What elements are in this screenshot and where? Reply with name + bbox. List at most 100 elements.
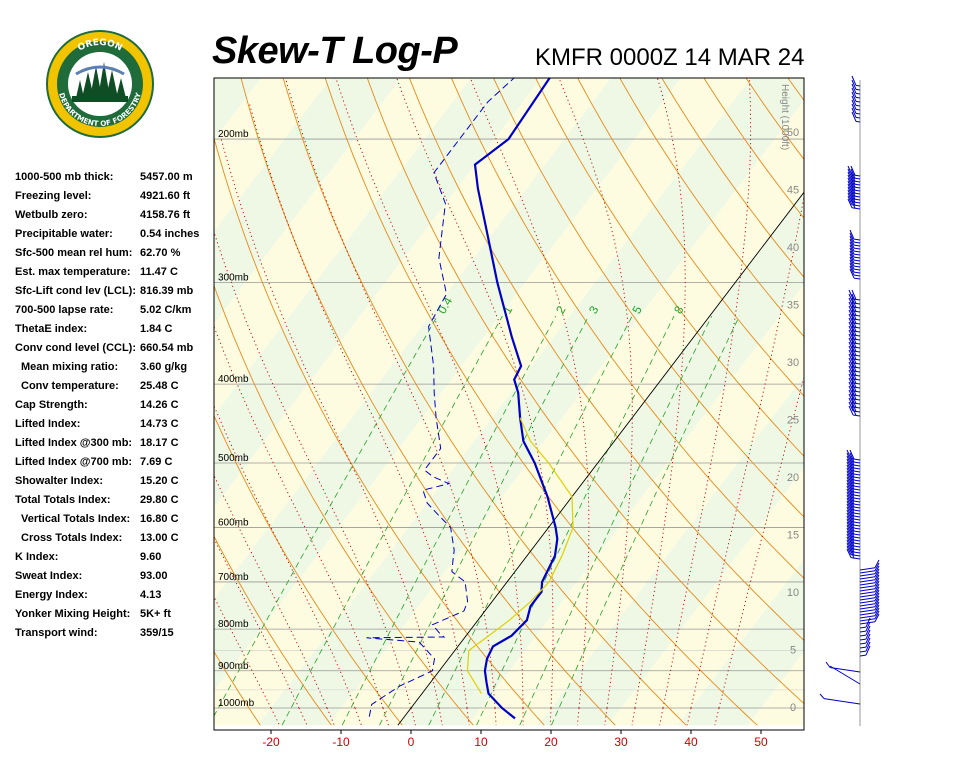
dry-adiabat [450,78,804,579]
wind-barb-flag [851,397,857,408]
wind-barb-flag [848,365,854,376]
pressure-label: 800mb [218,619,249,630]
wind-barb-shaft [855,108,861,111]
wind-barb [859,577,880,589]
wind-barb-shaft [859,570,876,574]
wind-barb-flag [851,83,857,94]
wind-barb-flag [851,325,857,336]
wind-barb-flag [849,458,855,469]
wind-barb [851,75,861,87]
height-axis-title: Height (1000ft) [779,84,790,150]
wind-barb-flag [848,381,854,392]
wind-barb [859,601,880,613]
wind-barb [859,592,880,604]
mixing-ratio-line [214,315,438,717]
stat-value: 3.60 g/kg [140,361,188,373]
wind-barb-flag [850,168,856,179]
wind-barb [859,621,871,633]
isotherm-band [537,375,804,726]
wind-barb-flag [874,607,880,616]
wind-barb-flag [874,610,880,619]
wind-barb-shaft [859,588,876,592]
dry-adiabat [214,414,403,726]
wind-barb-flag [848,325,854,336]
wind-barb-flag [848,369,854,380]
wind-barb-flag [850,192,856,203]
wind-barb-shaft [859,615,876,619]
wind-barb-flag [849,491,855,502]
wind-barb-shaft [853,241,861,244]
wind-barb-flag [849,238,855,249]
station-time-label: KMFR 0000Z 14 MAR 24 [535,44,805,71]
wind-barb-flag [851,405,857,416]
dry-adiabat [493,78,804,518]
wind-barb-shaft [859,642,867,645]
stat-label: Est. max temperature: [15,266,131,278]
wind-barb-flag [851,329,857,340]
wind-barb-flag [849,509,855,520]
stat-value: 18.17 C [140,437,179,449]
wind-barb-flag [865,637,871,648]
wind-barb-flag [851,401,857,412]
dry-adiabat [619,78,804,338]
wind-barb-flag [849,503,855,514]
wind-barb-flag [851,393,857,404]
wind-barb-flag [874,568,880,577]
chart-title: Skew-T Log-P [212,30,458,72]
wind-barb-flag [851,345,857,356]
wind-barb-flag [848,333,854,344]
wind-barb [859,571,880,583]
moist-adiabat [335,78,524,708]
wind-barb [849,250,861,262]
stat-label: Energy Index: [15,589,88,601]
stat-value: 660.54 mb [140,342,194,354]
wind-barb-flag [848,309,854,320]
wind-barb-shaft [859,582,876,586]
wind-barb-flag [849,539,855,550]
wind-barb-flag [851,361,857,372]
wind-barb [851,79,861,91]
wind-barb-shaft [859,585,876,589]
stat-label: Freezing level: [15,190,92,202]
wind-barb-flag [851,91,857,102]
wind-barb [849,235,861,247]
wind-barb-flag [865,617,871,628]
wind-barb-shaft [855,116,861,119]
wind-barb-flag [846,545,852,555]
wind-barb-flag [865,621,871,632]
wind-barb-flag [851,87,857,98]
wind-barb [847,198,861,210]
stat-value: 62.70 % [140,247,181,259]
dry-adiabat [214,284,474,726]
wind-barb-shaft [853,265,861,268]
wind-barb-flag [851,349,857,360]
stat-value: 5457.00 m [140,171,193,183]
moist-adiabat [604,707,608,726]
isotherm-band [747,651,804,726]
wind-barb-flag [819,693,825,699]
wind-barb-shaft [853,277,861,280]
wind-barb-flag [848,389,854,400]
wind-barb-flag [851,111,857,122]
stat-value: 16.80 C [140,513,179,525]
wind-barb-flag [849,497,855,508]
moist-adiabat [686,707,692,726]
wind-barb [851,111,861,123]
dry-adiabat [577,78,804,397]
zero-isotherm [397,191,804,726]
stat-value: 14.26 C [140,399,179,411]
height-tick-label: 5 [790,645,796,657]
wind-barb-flag [849,247,855,258]
wind-barb-flag [874,574,880,583]
wind-barb-flag [851,373,857,384]
wind-barb-shaft [859,618,876,622]
stat-label: Precipitable water: [15,228,113,240]
x-tick-label: 50 [754,735,768,749]
wind-barb-flag [850,174,856,185]
wind-barb-flag [849,449,855,460]
stat-value: 25.48 C [140,380,179,392]
isotherm-band [257,78,804,726]
wind-barb-flag [848,405,854,416]
wind-barb-shaft [853,274,861,277]
wind-barb-flag [849,467,855,478]
